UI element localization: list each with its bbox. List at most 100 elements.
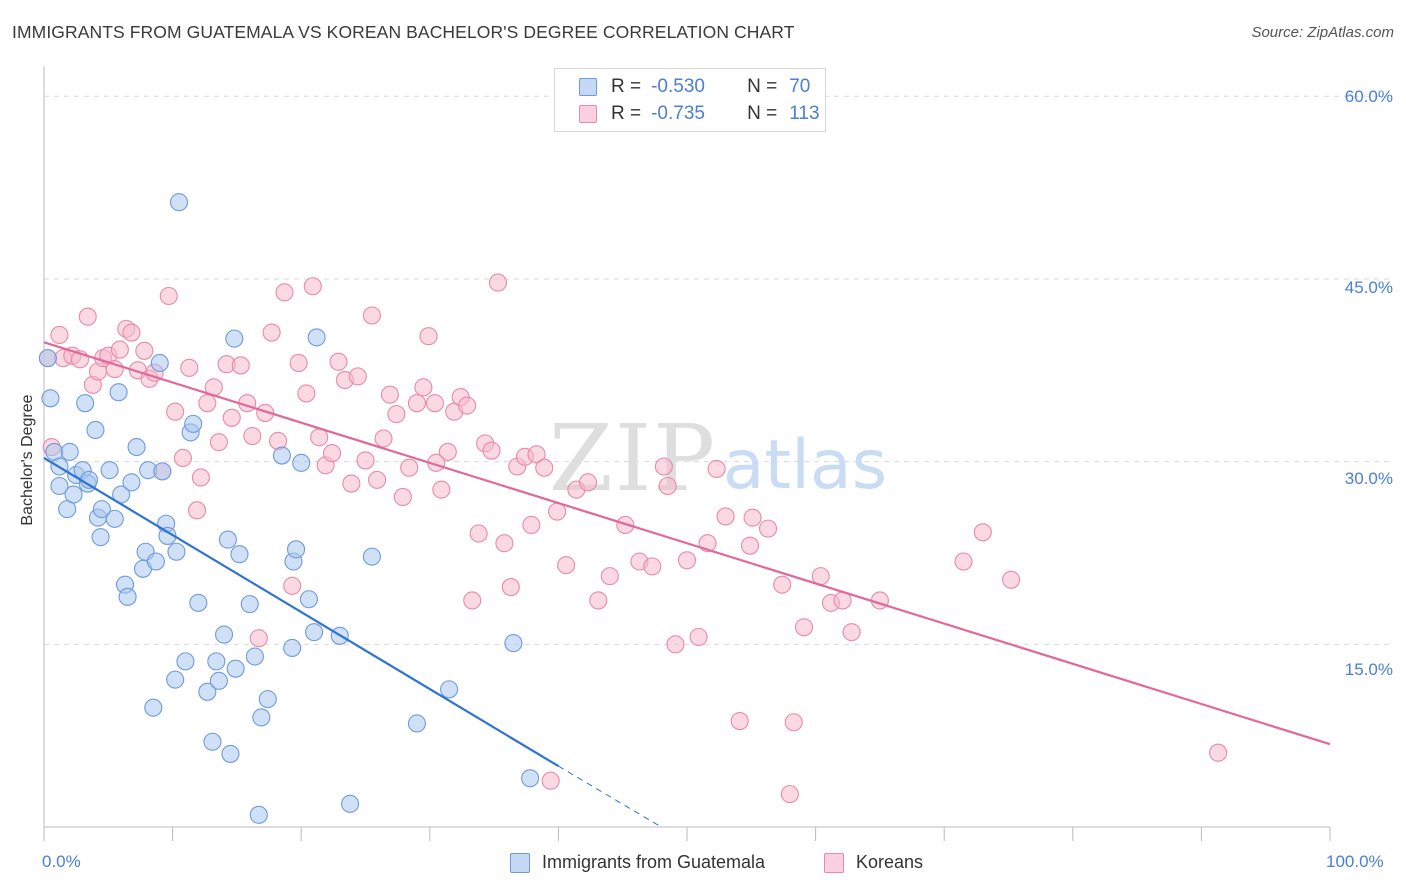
point-koreans xyxy=(380,385,399,404)
point-guatemala xyxy=(203,732,222,751)
point-koreans xyxy=(187,501,207,520)
legend-label-koreans: Koreans xyxy=(856,852,924,872)
point-guatemala xyxy=(292,453,311,472)
point-guatemala xyxy=(91,528,110,547)
point-koreans xyxy=(122,323,141,342)
x-tick-label-max: 100.0% xyxy=(1326,852,1384,871)
point-koreans xyxy=(557,556,576,575)
legend-swatch-blue xyxy=(510,852,530,873)
point-koreans xyxy=(495,534,514,553)
point-koreans xyxy=(414,378,433,397)
point-koreans xyxy=(458,396,477,415)
trend-line-guatemala-extension xyxy=(558,765,662,828)
point-koreans xyxy=(50,325,69,345)
point-koreans xyxy=(541,771,560,790)
point-koreans xyxy=(658,476,677,496)
point-guatemala xyxy=(305,623,324,642)
legend-row-koreans: R = -0.735 N = 113 xyxy=(579,102,820,126)
point-guatemala xyxy=(299,590,318,609)
point-koreans xyxy=(780,785,799,804)
point-guatemala xyxy=(146,552,165,571)
point-koreans xyxy=(842,623,861,642)
point-guatemala xyxy=(38,349,57,368)
series-guatemala-points xyxy=(38,193,540,824)
legend-n-label: N = xyxy=(747,76,778,97)
point-koreans xyxy=(589,591,608,610)
point-guatemala xyxy=(122,473,141,492)
point-koreans xyxy=(342,474,361,493)
point-koreans xyxy=(578,473,598,492)
point-koreans xyxy=(393,487,412,507)
point-koreans xyxy=(166,402,185,421)
legend-item-guatemala: Immigrants from Guatemala xyxy=(510,852,765,873)
point-guatemala xyxy=(100,461,119,480)
legend-n-label: N = xyxy=(747,103,778,124)
point-guatemala xyxy=(245,647,264,666)
point-koreans xyxy=(482,441,501,460)
point-koreans xyxy=(689,627,708,647)
point-guatemala xyxy=(153,462,172,481)
point-koreans xyxy=(310,428,329,447)
point-koreans xyxy=(666,635,685,654)
point-koreans xyxy=(1209,743,1228,762)
source-label: Source: ZipAtlas.com xyxy=(1251,24,1394,41)
legend-r-label: R = xyxy=(611,76,642,97)
point-koreans xyxy=(262,323,281,342)
point-guatemala xyxy=(92,500,111,519)
point-guatemala xyxy=(230,545,249,564)
point-guatemala xyxy=(184,414,203,433)
point-koreans xyxy=(600,567,619,586)
point-koreans xyxy=(222,408,241,427)
point-koreans xyxy=(209,433,228,452)
point-koreans xyxy=(249,629,268,648)
point-guatemala xyxy=(209,671,228,690)
point-koreans xyxy=(527,445,546,464)
point-koreans xyxy=(135,341,154,360)
series-legend: Immigrants from Guatemala Koreans xyxy=(0,852,1406,876)
point-koreans xyxy=(283,576,302,595)
point-guatemala xyxy=(118,587,137,606)
point-guatemala xyxy=(341,794,360,813)
y-tick-label-30: 30.0% xyxy=(1344,469,1393,488)
point-guatemala xyxy=(362,547,381,566)
point-guatemala xyxy=(150,353,169,373)
point-guatemala xyxy=(41,389,60,408)
point-guatemala xyxy=(144,698,163,717)
point-koreans xyxy=(110,340,129,359)
point-koreans xyxy=(707,459,726,478)
point-koreans xyxy=(323,444,342,463)
point-guatemala xyxy=(225,329,244,348)
point-koreans xyxy=(973,523,992,542)
point-guatemala xyxy=(105,509,124,528)
point-guatemala xyxy=(249,805,268,824)
point-koreans xyxy=(488,273,508,292)
legend-r-value: -0.735 xyxy=(651,103,705,124)
point-koreans xyxy=(522,515,541,535)
point-koreans xyxy=(954,552,973,571)
point-guatemala xyxy=(50,476,69,496)
point-guatemala xyxy=(207,652,226,671)
point-guatemala xyxy=(521,769,540,788)
point-koreans xyxy=(159,286,178,306)
point-guatemala xyxy=(307,328,326,347)
point-guatemala xyxy=(226,659,245,678)
point-guatemala xyxy=(167,542,186,561)
point-guatemala xyxy=(166,670,185,689)
legend-item-koreans: Koreans xyxy=(824,852,923,873)
point-koreans xyxy=(289,353,308,373)
x-tick-label-min: 0.0% xyxy=(42,852,81,871)
legend-label-guatemala: Immigrants from Guatemala xyxy=(542,852,766,872)
point-guatemala xyxy=(76,394,95,413)
series-koreans-points xyxy=(38,273,1228,804)
y-tick-label-15: 15.0% xyxy=(1344,660,1393,679)
point-guatemala xyxy=(221,744,240,763)
point-guatemala xyxy=(169,193,189,212)
gridlines xyxy=(44,95,1392,645)
point-guatemala xyxy=(272,446,291,465)
point-guatemala xyxy=(189,593,208,612)
point-koreans xyxy=(1002,570,1021,589)
legend-n-value: 70 xyxy=(789,76,811,97)
legend-swatch-blue xyxy=(579,78,597,96)
point-koreans xyxy=(425,394,444,413)
